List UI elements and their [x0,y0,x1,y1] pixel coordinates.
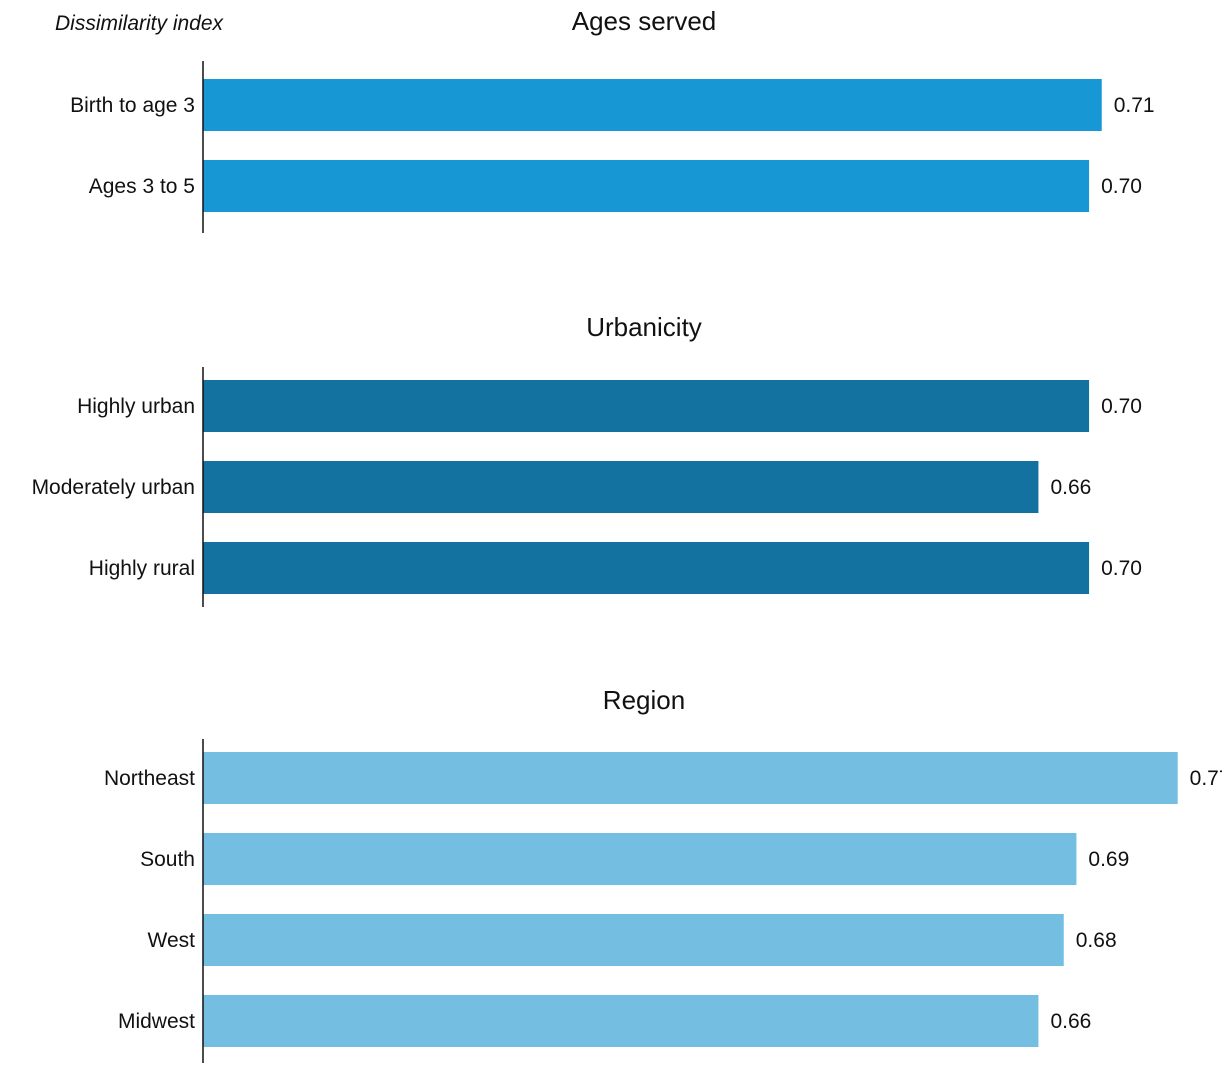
bar [203,79,1102,131]
category-label: Moderately urban [32,476,195,499]
bar [203,995,1039,1047]
value-label: 0.77 [1190,767,1222,790]
measure-label: Dissimilarity index [55,12,224,35]
value-label: 0.66 [1050,476,1091,499]
value-label: 0.71 [1114,94,1155,117]
category-label: Northeast [104,767,195,790]
value-label: 0.66 [1050,1010,1091,1033]
panel-title: Urbanicity [586,312,702,342]
category-label: Birth to age 3 [70,94,195,117]
panel-title: Region [603,685,685,715]
value-label: 0.70 [1101,175,1142,198]
category-label: South [140,848,195,871]
panel-1: Urbanicity Highly urban 0.70 Moderately urb… [32,312,1142,607]
panel-0: Ages served Birth to age 3 0.71 Ages 3 to 5… [70,6,1155,233]
bar [203,160,1090,212]
category-label: Midwest [118,1010,195,1033]
value-label: 0.70 [1101,395,1142,418]
panel-2: Region Northeast 0.77 South 0.69 West 0.68 Midw… [104,685,1222,1063]
category-label: Highly urban [77,395,195,418]
category-label: Highly rural [89,557,195,580]
bar [203,461,1039,513]
value-label: 0.70 [1101,557,1142,580]
bar [203,752,1178,804]
panel-title: Ages served [572,6,717,36]
category-label: West [148,929,196,952]
bar [203,833,1077,885]
category-label: Ages 3 to 5 [89,175,195,198]
bar [203,542,1090,594]
value-label: 0.68 [1076,929,1117,952]
bar [203,914,1064,966]
bar [203,380,1090,432]
value-label: 0.69 [1088,848,1129,871]
